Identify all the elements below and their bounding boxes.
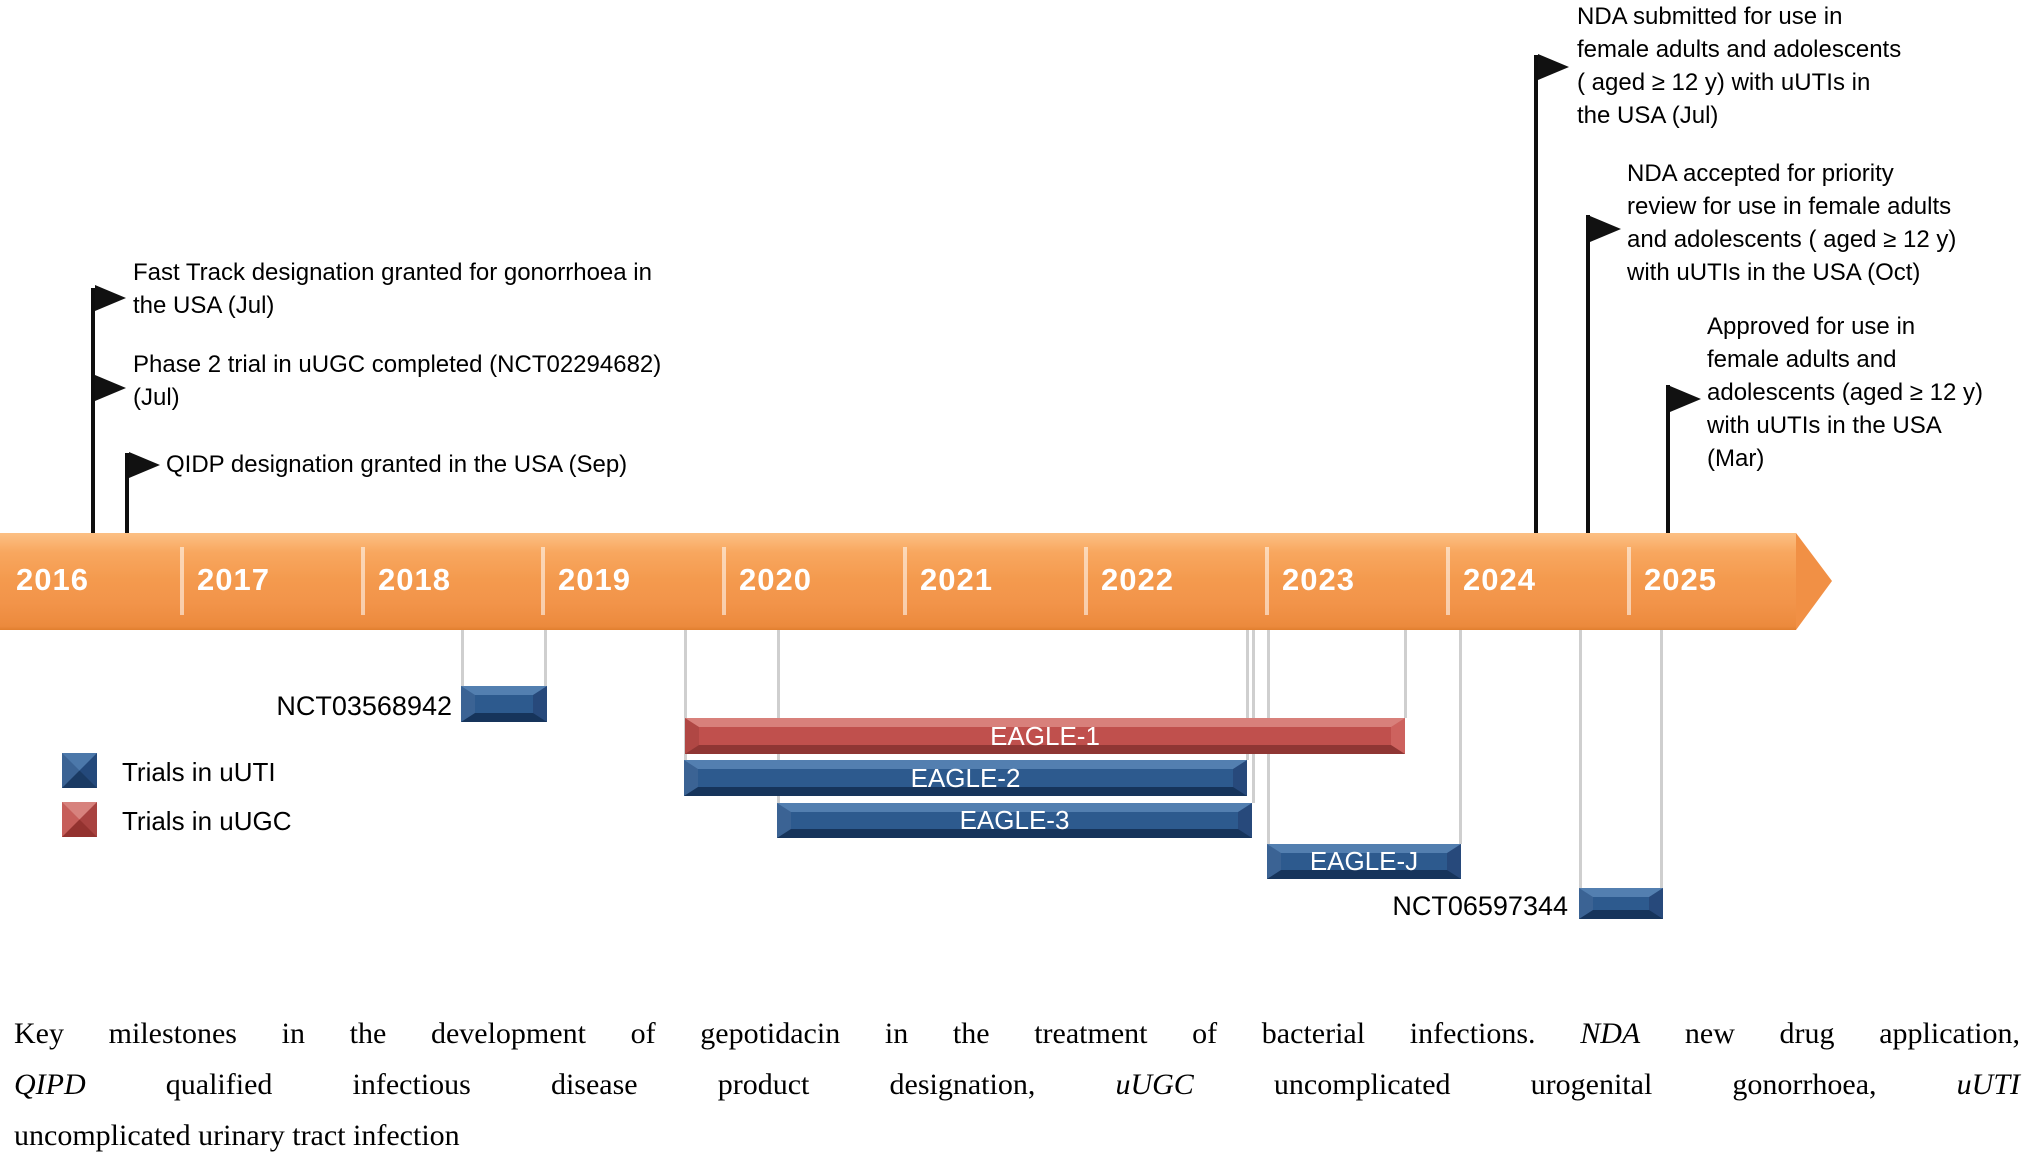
figure-caption: Key milestones in the development of gep… [14,1008,2020,1159]
legend-swatch-uugc [62,802,97,837]
year-divider [1627,547,1631,615]
timeline-bar [0,533,1796,630]
flag-icon-qidp [129,452,160,478]
milestone-nda-submitted: NDA submitted for use in female adults a… [1577,0,1901,132]
milestone-line: adolescents (aged ≥ 12 y) [1707,379,1983,406]
caption-text: Key milestones in the development of gep… [14,1017,1581,1050]
trial-bar-eagleJ: EAGLE-J [1267,844,1461,879]
milestone-line: the USA (Jul) [1577,102,1719,129]
year-divider [180,547,184,615]
caption-term-nda: NDA [1580,1017,1641,1050]
year-label-2024: 2024 [1463,562,1536,597]
milestone-approved: Approved for use in female adults and ad… [1707,310,1983,475]
milestone-line: Phase 2 trial in uUGC completed (NCT0229… [133,351,662,378]
year-divider [722,547,726,615]
milestone-fast-track: Fast Track designation granted for gonor… [133,256,652,322]
trial-bar-nct06597344 [1579,888,1663,919]
caption-line-2: QIPD qualified infectious disease produc… [14,1059,2020,1110]
trial-label-nct06597344: NCT06597344 [1392,891,1568,921]
milestone-phase2: Phase 2 trial in uUGC completed (NCT0229… [133,348,661,414]
pole-nda-submitted [1534,55,1538,533]
year-label-2022: 2022 [1101,562,1174,597]
trial-bar-eagle1: EAGLE-1 [685,718,1405,754]
pole-nda-accepted [1586,215,1590,533]
flag-icon-phase2 [95,375,126,401]
flag-icon-nda-accepted [1590,216,1621,242]
pole-qidp [125,453,129,533]
year-divider [1446,547,1450,615]
milestone-line: Approved for use in [1707,313,1916,340]
connector-line [544,630,547,686]
milestone-line: female adults and adolescents [1577,36,1902,63]
year-label-2016: 2016 [16,562,89,597]
milestone-line: ( aged ≥ 12 y) with uUTIs in [1577,69,1871,96]
milestone-line: QIDP designation granted in the USA (Sep… [166,451,628,478]
year-label-2018: 2018 [378,562,451,597]
year-label-2021: 2021 [920,562,993,597]
connector-line [777,630,780,803]
connector-line [461,630,464,686]
year-divider [903,547,907,615]
caption-line-1: Key milestones in the development of gep… [14,1008,2020,1059]
legend-label-uuti: Trials in uUTI [122,757,276,787]
connector-line [1252,630,1255,803]
year-label-2023: 2023 [1282,562,1355,597]
year-label-2017: 2017 [197,562,270,597]
connector-line [1246,630,1249,760]
trial-label-eagle3: EAGLE-3 [959,805,1070,835]
trial-bar-eagle2: EAGLE-2 [684,760,1247,796]
connector-line [1404,630,1407,718]
trial-label-eagleJ: EAGLE-J [1309,846,1419,876]
year-divider [1084,547,1088,615]
trial-label-eagle2: EAGLE-2 [910,762,1021,793]
trial-label-eagle1: EAGLE-1 [990,720,1100,751]
pole-fast-track-phase2 [91,288,95,533]
year-divider [1265,547,1269,615]
milestone-qidp: QIDP designation granted in the USA (Sep… [166,448,627,481]
trial-bar-nct03568942 [461,686,547,722]
caption-term-uuti: uUTI [1956,1068,2020,1101]
milestone-line: (Jul) [133,384,180,411]
caption-line-3: uncomplicated urinary tract infection [14,1110,2020,1159]
year-label-2019: 2019 [558,562,631,597]
year-divider [361,547,365,615]
connector-line [684,630,687,760]
milestone-line: with uUTIs in the USA [1707,412,1942,439]
flag-icon-fast-track [95,285,126,311]
timeline-arrow-icon [1796,533,1832,630]
caption-term-qipd: QIPD [14,1068,86,1101]
trial-bar-eagle3: EAGLE-3 [777,803,1252,838]
milestone-line: the USA (Jul) [133,292,275,319]
pole-approved [1666,385,1670,533]
year-divider [541,547,545,615]
year-label-2020: 2020 [739,562,812,597]
trial-label-nct03568942: NCT03568942 [276,691,452,721]
caption-text: uncomplicated urogenital gonorrhoea, [1193,1068,1957,1101]
caption-text: uncomplicated urinary tract infection [14,1119,460,1152]
milestone-line: female adults and [1707,346,1897,373]
year-label-2025: 2025 [1644,562,1717,597]
milestone-nda-accepted: NDA accepted for priority review for use… [1627,157,1956,289]
flag-icon-nda-submitted [1538,54,1569,80]
milestone-line: Fast Track designation granted for gonor… [133,259,652,286]
milestone-line: and adolescents ( aged ≥ 12 y) [1627,226,1957,253]
flag-icon-approved [1670,386,1701,412]
milestone-line: review for use in female adults [1627,193,1952,220]
legend-label-uugc: Trials in uUGC [122,806,292,836]
connector-line [1579,630,1582,888]
caption-term-uugc: uUGC [1115,1068,1194,1101]
caption-text: qualified infectious disease product des… [85,1068,1116,1101]
legend-swatch-uuti [62,753,97,788]
milestone-line: (Mar) [1707,445,1765,472]
caption-text: new drug application, [1640,1017,2020,1050]
milestone-line: NDA accepted for priority [1627,160,1894,187]
milestone-line: NDA submitted for use in [1577,3,1843,30]
connector-line [1459,630,1462,844]
milestone-line: with uUTIs in the USA (Oct) [1627,259,1921,286]
connector-line [1660,630,1663,888]
